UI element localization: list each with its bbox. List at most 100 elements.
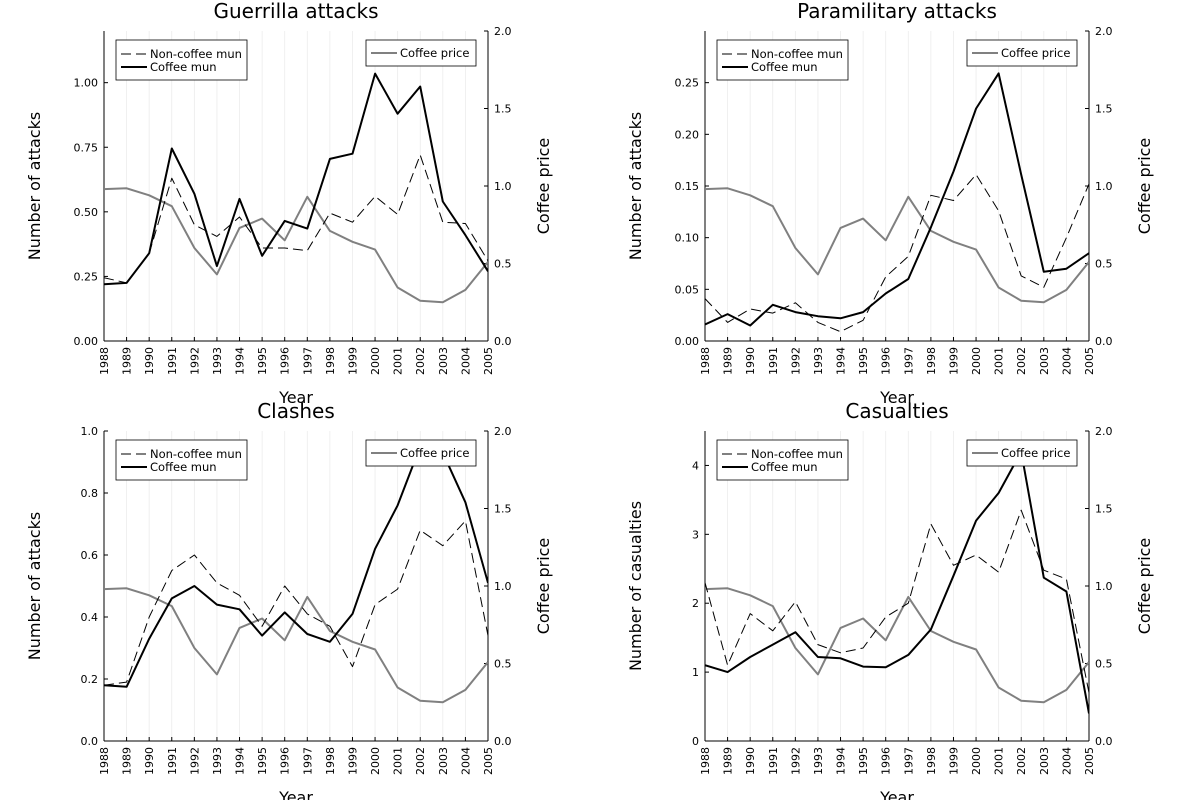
x-tick-label: 2000 <box>970 747 983 775</box>
x-tick-label: 1997 <box>301 347 314 375</box>
x-tick-label: 1997 <box>301 747 314 775</box>
y2-axis-label: Coffee price <box>1135 538 1154 635</box>
x-tick-label: 2001 <box>993 747 1006 775</box>
series-line-coffee-price <box>104 187 488 304</box>
x-tick-label: 1993 <box>812 347 825 375</box>
y-tick-label: 0.20 <box>675 128 700 141</box>
x-tick-label: 1995 <box>857 347 870 375</box>
y2-tick-label: 0.0 <box>494 735 512 748</box>
x-tick-label: 1994 <box>234 347 247 375</box>
legend-label-coffee: Coffee mun <box>150 60 217 74</box>
x-tick-label: 1989 <box>121 747 134 775</box>
x-tick-label: 1990 <box>143 747 156 775</box>
legend-label-coffee: Coffee mun <box>150 460 217 474</box>
x-tick-label: 1993 <box>812 747 825 775</box>
legend-label-price: Coffee price <box>400 46 469 60</box>
y-tick-label: 0.00 <box>74 335 99 348</box>
y-axis-label: Number of casualties <box>626 501 645 671</box>
y2-axis-label: Coffee price <box>1135 138 1154 235</box>
x-tick-label: 1996 <box>279 747 292 775</box>
panel-4: 0 1 2 3 4 0.0 0.5 1.0 1.5 2.0 1988 1989 1990 1991 1992… <box>626 399 1154 800</box>
x-tick-label: 1996 <box>880 347 893 375</box>
x-tick-label: 1989 <box>722 747 735 775</box>
legend-label-noncoffee: Non-coffee mun <box>751 447 843 461</box>
y2-tick-label: 1.5 <box>494 103 512 116</box>
series-line-coffee <box>705 450 1089 714</box>
legend-label-price: Coffee price <box>400 446 469 460</box>
x-tick-label: 1988 <box>98 747 111 775</box>
y2-axis-label: Coffee price <box>534 538 553 635</box>
x-tick-label: 1994 <box>835 747 848 775</box>
x-tick-label: 1988 <box>98 347 111 375</box>
x-tick-label: 1997 <box>902 747 915 775</box>
legend-label-coffee: Coffee mun <box>751 60 818 74</box>
series-line-noncoffee <box>104 520 488 686</box>
legend-label-price: Coffee price <box>1001 46 1070 60</box>
x-tick-label: 2004 <box>1060 347 1073 375</box>
y-tick-label: 0.0 <box>81 735 99 748</box>
x-tick-label: 2000 <box>369 747 382 775</box>
x-tick-label: 2003 <box>1038 347 1051 375</box>
y-axis-label: Number of attacks <box>25 512 44 660</box>
y-tick-label: 0.2 <box>81 673 99 686</box>
x-tick-label: 1992 <box>789 747 802 775</box>
x-tick-label: 1999 <box>346 347 359 375</box>
y-axis-label: Number of attacks <box>626 112 645 260</box>
x-axis-label: Year <box>879 388 914 407</box>
x-tick-label: 1996 <box>880 747 893 775</box>
x-tick-label: 2003 <box>437 747 450 775</box>
chart-title: Casualties <box>845 399 948 423</box>
x-tick-label: 1998 <box>925 347 938 375</box>
y2-tick-label: 0.5 <box>1095 258 1113 271</box>
y2-tick-label: 1.5 <box>494 503 512 516</box>
x-tick-label: 2004 <box>1060 747 1073 775</box>
x-tick-label: 2004 <box>459 347 472 375</box>
x-tick-label: 2002 <box>1015 347 1028 375</box>
y2-tick-label: 0.0 <box>1095 735 1113 748</box>
y-tick-label: 2 <box>692 597 699 610</box>
x-tick-label: 1991 <box>767 747 780 775</box>
x-tick-label: 1991 <box>767 347 780 375</box>
x-tick-label: 1993 <box>211 347 224 375</box>
x-tick-label: 1998 <box>324 347 337 375</box>
legend-right: Coffee price <box>365 439 477 467</box>
x-tick-label: 2003 <box>1038 747 1051 775</box>
y2-tick-label: 1.0 <box>1095 580 1113 593</box>
x-tick-label: 2000 <box>369 347 382 375</box>
x-tick-label: 1988 <box>699 347 712 375</box>
legend-label-price: Coffee price <box>1001 446 1070 460</box>
x-tick-label: 2005 <box>1083 347 1096 375</box>
series-line-coffee-price <box>104 587 488 704</box>
y2-axis-label: Coffee price <box>534 138 553 235</box>
x-tick-label: 1995 <box>256 347 269 375</box>
x-tick-label: 1992 <box>188 747 201 775</box>
x-tick-label: 2004 <box>459 747 472 775</box>
y2-tick-label: 1.5 <box>1095 503 1113 516</box>
chart-title: Clashes <box>257 399 335 423</box>
y-tick-label: 3 <box>692 528 699 541</box>
legend-right: Coffee price <box>966 39 1078 67</box>
y-tick-label: 0.25 <box>74 270 99 283</box>
x-tick-label: 1990 <box>744 747 757 775</box>
chart-title: Guerrilla attacks <box>213 0 378 23</box>
y-tick-label: 1.00 <box>74 77 99 90</box>
y-tick-label: 0.50 <box>74 206 99 219</box>
y2-tick-label: 1.0 <box>1095 180 1113 193</box>
y2-tick-label: 2.0 <box>1095 425 1113 438</box>
x-tick-label: 1992 <box>789 347 802 375</box>
x-tick-label: 2001 <box>392 747 405 775</box>
x-axis-label: Year <box>278 788 313 800</box>
x-tick-label: 1995 <box>256 747 269 775</box>
x-tick-label: 2005 <box>482 347 495 375</box>
x-axis-label: Year <box>278 388 313 407</box>
legend-label-noncoffee: Non-coffee mun <box>150 447 242 461</box>
x-tick-label: 2002 <box>414 747 427 775</box>
y-tick-label: 0.8 <box>81 487 99 500</box>
x-tick-label: 1993 <box>211 747 224 775</box>
x-tick-label: 1991 <box>166 347 179 375</box>
y-tick-label: 0.10 <box>675 232 700 245</box>
x-tick-label: 2002 <box>1015 747 1028 775</box>
